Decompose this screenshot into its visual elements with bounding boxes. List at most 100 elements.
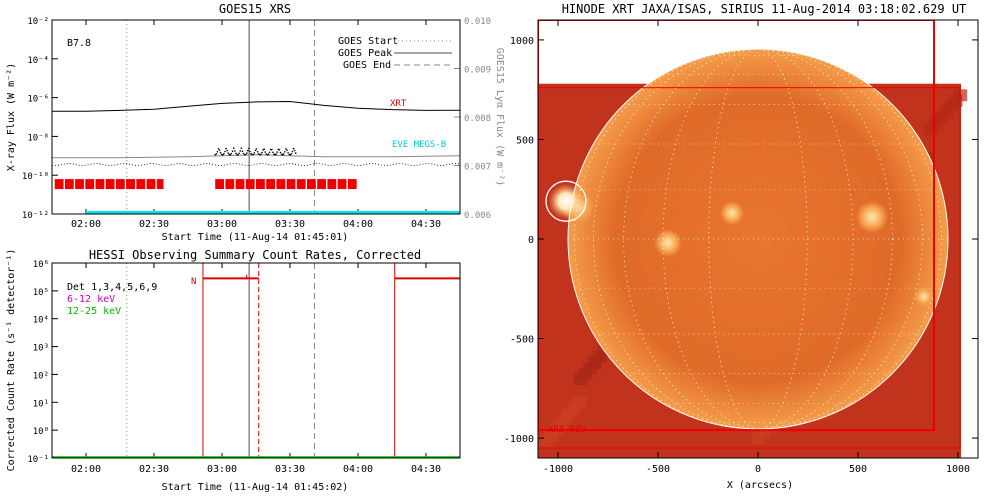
goes-scatter-point — [248, 147, 250, 150]
hessi-legend: Det 1,3,4,5,6,9 6-12 keV 12-25 keV — [67, 282, 157, 317]
goes-scatter-point — [254, 149, 257, 152]
hessi-y-tick-label: 10¹ — [33, 399, 49, 409]
goes-y-tick-label: 10⁻¹² — [22, 211, 49, 221]
goes-y-tick-label: 10⁻⁸ — [27, 133, 49, 143]
goes-ylabel: X-ray Flux (W m⁻²) — [6, 63, 17, 171]
goes-scatter-point — [256, 151, 259, 153]
goes-scatter-point — [249, 150, 251, 153]
hessi-y-tick-label: 10⁵ — [33, 288, 49, 298]
goes-scatter-point — [234, 150, 236, 152]
hessi-ylabel: Corrected Count Rate (s⁻¹ detector⁻¹) — [6, 249, 17, 472]
goes-scatter-point — [261, 151, 263, 154]
goes-legend-end-label: GOES End — [343, 60, 391, 71]
hessi-legend-6-12: 6-12 keV — [67, 294, 115, 305]
goes-scatter-point — [260, 153, 262, 156]
xrt-texture-pixel — [573, 373, 588, 386]
goes-red-bar-segment — [317, 179, 327, 190]
goes-red-bar-segment — [64, 179, 74, 190]
hessi-x-tick-label: 04:30 — [411, 464, 441, 475]
hessi-title: HESSI Observing Summary Count Rates, Cor… — [89, 248, 421, 262]
hessi-xlabel: Start Time (11-Aug-14 01:45:02) — [162, 482, 349, 493]
goes-scatter-point — [292, 147, 295, 150]
goes-red-bar-segment — [136, 179, 146, 190]
goes-scatter-point — [253, 152, 256, 154]
goes-y-tick-label: 10⁻¹⁰ — [22, 172, 49, 182]
goes-scatter-point — [227, 152, 230, 154]
goes-x-tick-label: 02:30 — [139, 219, 169, 230]
goes-scatter-point — [286, 149, 288, 151]
goes-scatter-point — [218, 149, 221, 151]
hessi-x-tick-label: 03:30 — [275, 464, 305, 475]
goes-series-short — [52, 154, 461, 159]
goes-scatter-point — [242, 152, 245, 155]
goes-red-bar-segment — [245, 179, 255, 190]
goes-scatter-point — [284, 151, 286, 153]
goes-panel: GOES15 XRS 02:00 02:30 03:00 03:30 04:00 04:3… — [6, 2, 505, 243]
goes-red-bar-segment — [146, 179, 156, 190]
goes-legend: GOES Start GOES Peak GOES End — [338, 36, 452, 71]
goes-xlabel: Start Time (11-Aug-14 01:45:01) — [162, 232, 349, 243]
goes-red-bar-segment — [276, 179, 286, 190]
goes-scatter-point — [226, 149, 228, 152]
goes-title: GOES15 XRS — [219, 2, 291, 16]
goes-scatter-point — [287, 152, 289, 154]
hessi-x-tick-label: 04:00 — [343, 464, 373, 475]
goes-red-bar-segment — [215, 179, 225, 190]
goes-scatter-point — [215, 153, 218, 155]
xrt-panel: HINODE XRT JAXA/ISAS, SIRIUS 11-Aug-2014… — [504, 2, 979, 491]
goes-scatter-point — [290, 152, 293, 155]
goes-scatter-point — [223, 152, 225, 155]
goes-scatter-point — [244, 153, 247, 156]
goes-scatter-point — [252, 153, 255, 156]
goes-red-bar-segment — [105, 179, 115, 190]
goes-scatter-point — [217, 148, 220, 150]
goes-scatter-point — [246, 152, 248, 154]
goes-y2-tick-label: 0.008 — [464, 114, 491, 124]
goes-cyan-bar — [86, 211, 460, 214]
goes-scatter-point — [267, 153, 270, 155]
goes-x-tick-label: 02:00 — [71, 219, 101, 230]
xrt-y-tick-label: 0 — [528, 235, 534, 246]
goes-red-bar-segment — [256, 179, 265, 190]
xrt-texture-pixel — [924, 122, 939, 135]
goes-x-tick-label: 03:00 — [207, 219, 237, 230]
goes-x-tick-label: 04:00 — [343, 219, 373, 230]
hessi-x-tick-label: 02:00 — [71, 464, 101, 475]
goes-scatter-point — [278, 149, 281, 151]
goes-scatter-point — [263, 148, 266, 150]
goes-plot-area: 02:00 02:30 03:00 03:30 04:00 04:30 10⁻¹² 10⁻¹⁰… — [22, 17, 491, 230]
xrt-grid-longitude — [662, 48, 854, 430]
goes-red-bar-segment — [126, 179, 135, 190]
goes-red-bar-segment — [75, 179, 84, 190]
goes-scatter-point — [276, 151, 279, 153]
goes-red-bar-segment — [286, 179, 296, 190]
goes-scatter-point — [238, 152, 240, 155]
goes-xrt-annotation: XRT — [390, 99, 407, 109]
xrt-helio-grid — [568, 48, 948, 430]
xrt-fov-box — [538, 20, 935, 432]
goes-scatter-point — [272, 151, 274, 154]
hessi-frame — [51, 262, 461, 459]
goes-scatter-point — [214, 154, 216, 156]
goes-y2-tick-label: 0.006 — [464, 211, 491, 221]
goes-series-noise — [51, 163, 461, 166]
xrt-active-region — [914, 286, 934, 307]
xrt-title: HINODE XRT JAXA/ISAS, SIRIUS 11-Aug-2014… — [562, 2, 967, 16]
goes-scatter-point — [247, 149, 249, 152]
goes-scatter-point — [291, 150, 294, 153]
goes-y-tick-label: 10⁻⁴ — [27, 56, 49, 66]
hessi-panel: HESSI Observing Summary Count Rates, Cor… — [6, 248, 461, 493]
goes-scatter-point — [257, 153, 260, 155]
goes-scatter-point — [224, 150, 226, 153]
hessi-y-tick-label: 10⁰ — [33, 427, 49, 437]
goes-x-tick-label: 04:30 — [411, 219, 441, 230]
hessi-y-tick-label: 10³ — [33, 344, 49, 354]
xrt-y-tick-label: -500 — [510, 335, 534, 346]
hessi-y-tick-label: 10² — [33, 371, 49, 381]
goes-y-tick-label: 10⁻⁶ — [27, 95, 49, 105]
goes-red-bar-segment — [156, 179, 164, 190]
hessi-night-label: N — [191, 277, 196, 287]
goes-y2label: GOES15 Lyα Flux (W m⁻²) — [494, 48, 505, 186]
xrt-active-region — [720, 201, 744, 226]
xrt-x-tick-label: 1000 — [946, 464, 970, 475]
